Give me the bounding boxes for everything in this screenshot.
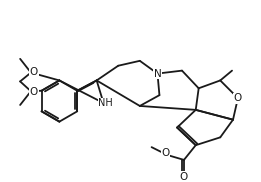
Text: O: O: [30, 87, 38, 97]
Text: NH: NH: [98, 98, 113, 108]
Text: O: O: [161, 148, 169, 158]
Text: O: O: [234, 93, 242, 103]
Text: O: O: [30, 67, 38, 77]
Text: N: N: [154, 69, 161, 79]
Text: O: O: [180, 172, 188, 182]
